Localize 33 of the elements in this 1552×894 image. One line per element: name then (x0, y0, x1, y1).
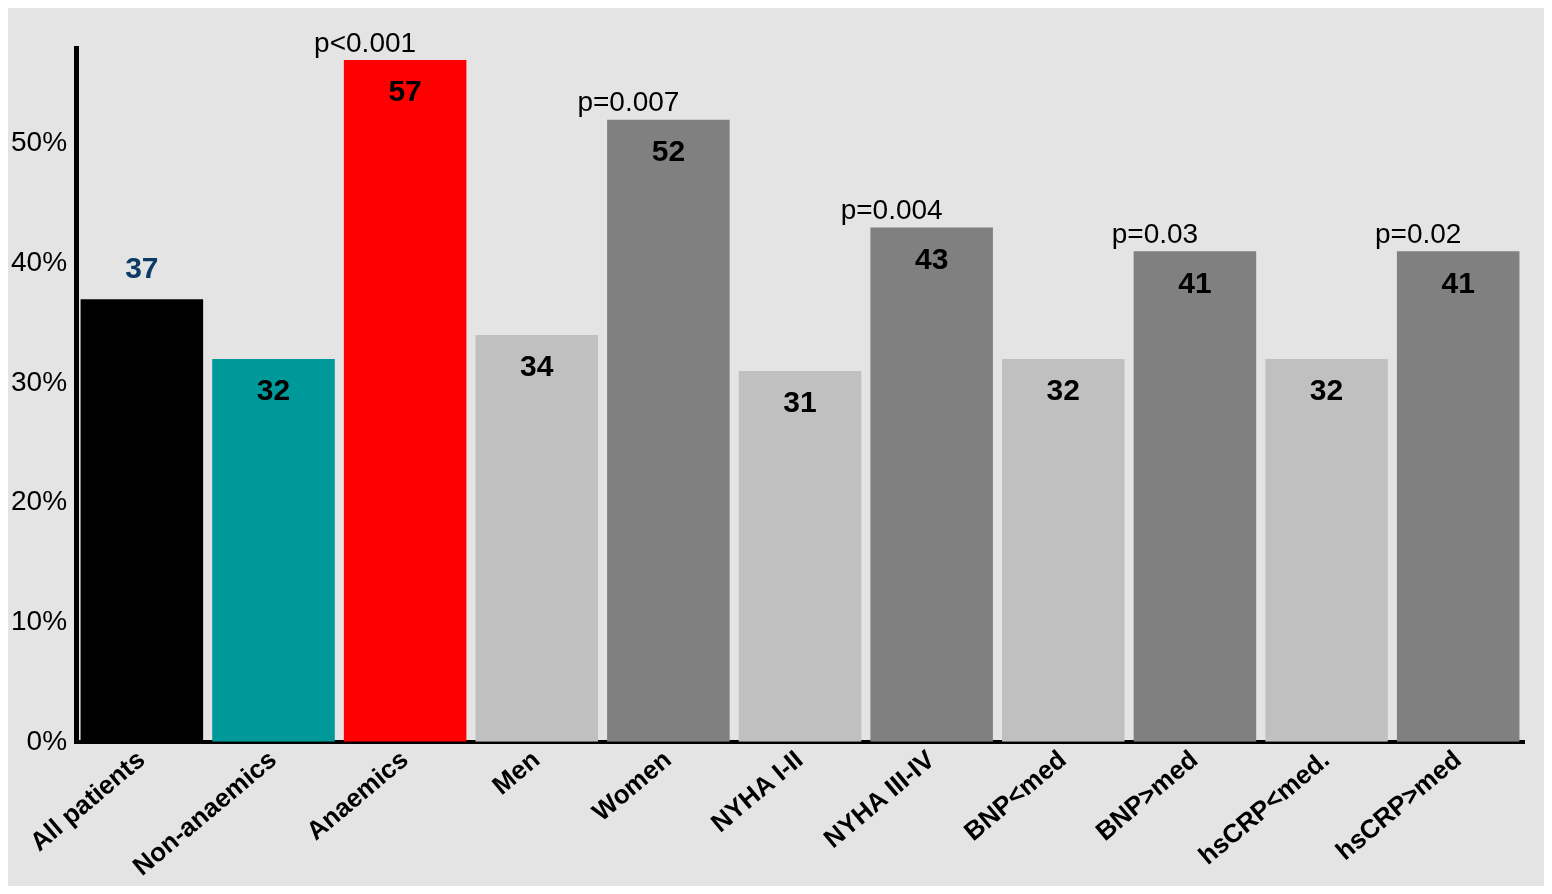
data-label: 57 (388, 74, 422, 108)
y-tick-label: 30% (10, 365, 68, 397)
data-label: 41 (1178, 265, 1212, 299)
bar (475, 335, 599, 742)
bar (343, 59, 467, 742)
y-tick-label: 20% (10, 485, 68, 517)
data-label: 41 (1441, 265, 1475, 299)
data-label: 52 (651, 134, 686, 168)
bar (212, 359, 335, 742)
y-tick-label: 40% (10, 246, 68, 278)
annotation: p<0.001 (314, 26, 417, 58)
data-label: 31 (783, 385, 817, 419)
bar (1133, 251, 1257, 742)
bar (1002, 359, 1125, 742)
bar (870, 227, 993, 742)
data-label: 32 (256, 373, 291, 407)
annotation: p=0.004 (840, 194, 943, 226)
y-tick-label: 50% (10, 126, 68, 158)
bar (1265, 359, 1388, 742)
annotation: p=0.007 (577, 86, 680, 118)
y-tick-label: 0% (26, 724, 68, 756)
data-label: 34 (520, 349, 554, 383)
bar (738, 371, 862, 742)
bar (607, 119, 730, 742)
data-label: 32 (1046, 373, 1080, 407)
data-label: 32 (1309, 373, 1344, 407)
annotation: p=0.02 (1374, 218, 1462, 250)
y-tick-label: 10% (10, 604, 68, 636)
data-label: 43 (914, 241, 949, 275)
annotation: p=0.03 (1111, 218, 1199, 250)
data-label: 37 (125, 251, 159, 285)
bar (1396, 251, 1520, 742)
x-tick-label: Men (486, 743, 546, 801)
